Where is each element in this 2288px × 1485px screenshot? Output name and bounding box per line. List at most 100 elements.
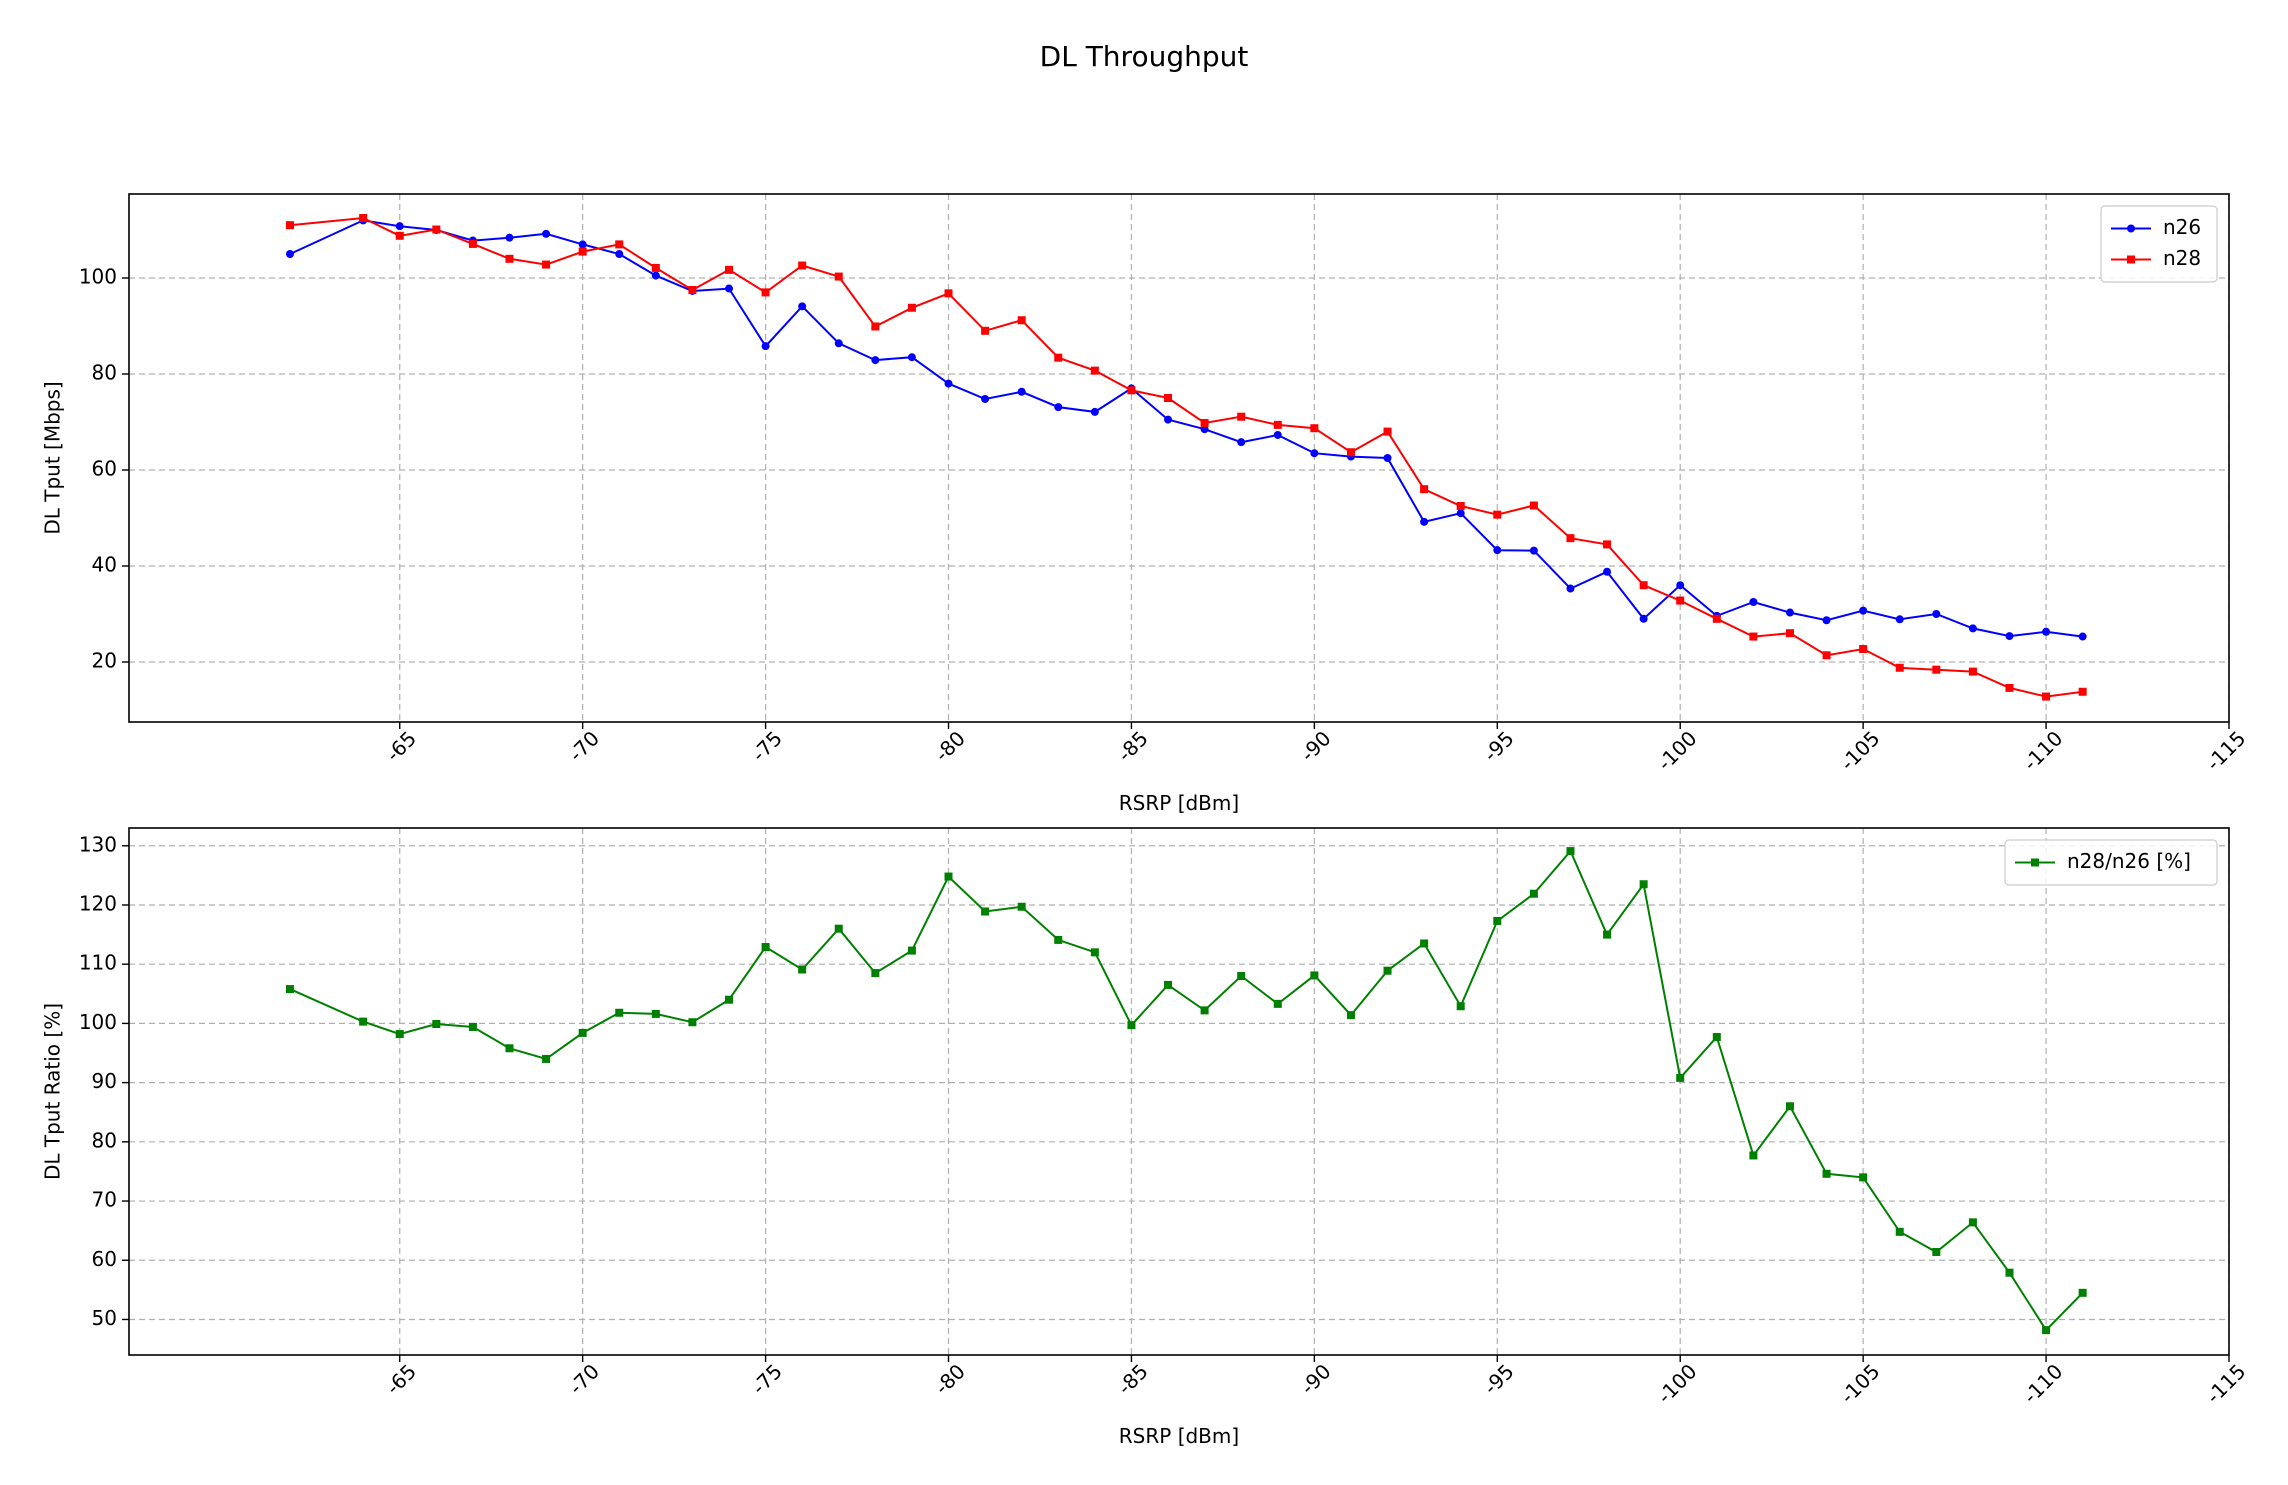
data-point — [798, 965, 807, 974]
legend-marker — [2127, 255, 2135, 264]
data-point — [2078, 632, 2087, 641]
data-point — [1895, 1227, 1904, 1236]
data-point — [1785, 629, 1794, 638]
data-point — [871, 322, 880, 331]
data-point — [1017, 902, 1026, 911]
data-point — [578, 1028, 587, 1037]
data-point — [615, 1008, 624, 1017]
legend-label: n28 — [2163, 246, 2201, 270]
data-point — [1785, 608, 1794, 617]
data-point — [1968, 1218, 1977, 1227]
data-point — [1859, 606, 1868, 615]
data-point — [725, 265, 733, 274]
data-point — [761, 288, 770, 297]
data-point — [1712, 1033, 1721, 1042]
data-point — [1054, 403, 1063, 412]
data-point — [1127, 1021, 1136, 1030]
data-point — [1895, 615, 1904, 624]
data-point — [1017, 316, 1026, 325]
data-point — [944, 872, 953, 881]
data-point — [1420, 939, 1429, 948]
data-point — [1895, 663, 1904, 672]
data-point — [1639, 880, 1648, 889]
y-tick-label: 110 — [79, 951, 117, 975]
data-point — [359, 214, 368, 222]
data-point — [1420, 485, 1429, 494]
data-point — [505, 254, 514, 263]
data-point — [1054, 935, 1063, 944]
data-point — [944, 289, 953, 298]
data-point — [1200, 1006, 1209, 1015]
data-point — [1749, 632, 1758, 641]
data-point — [1639, 581, 1648, 590]
legend-box — [2004, 839, 2218, 886]
y-tick-label: 130 — [79, 832, 117, 856]
y-tick-label: 50 — [92, 1306, 117, 1330]
data-point — [651, 1009, 660, 1018]
data-point — [1968, 624, 1977, 633]
y-tick-label: 20 — [92, 649, 117, 673]
data-point — [1676, 1073, 1685, 1082]
data-point — [285, 985, 294, 994]
data-point — [615, 240, 624, 249]
data-point — [1237, 438, 1246, 447]
data-point — [1164, 415, 1173, 424]
data-point — [432, 1019, 441, 1028]
data-point — [505, 1044, 514, 1053]
y-tick-label: 40 — [92, 553, 117, 577]
data-point — [761, 943, 770, 952]
data-point — [1090, 948, 1099, 957]
data-point — [2042, 692, 2051, 701]
data-point — [1603, 930, 1612, 939]
data-point — [871, 969, 880, 978]
data-point — [578, 240, 587, 249]
y-tick-label: 60 — [92, 457, 117, 481]
data-point — [1273, 420, 1282, 429]
data-point — [542, 260, 551, 269]
y-axis-label: DL Tput [Mbps] — [41, 381, 65, 534]
data-point — [1822, 1169, 1831, 1178]
data-point — [688, 1018, 697, 1027]
data-point — [1529, 501, 1538, 510]
data-point — [1749, 1151, 1758, 1160]
data-point — [359, 1017, 368, 1026]
data-point — [834, 339, 843, 348]
data-point — [981, 394, 990, 403]
data-point — [395, 222, 404, 231]
data-point — [542, 1054, 551, 1063]
data-point — [1676, 581, 1685, 590]
data-point — [1529, 889, 1538, 898]
data-point — [1968, 667, 1977, 676]
data-point — [1127, 386, 1136, 395]
data-point — [1566, 847, 1575, 856]
data-point — [1822, 651, 1831, 660]
data-point — [2042, 627, 2051, 636]
data-point — [578, 247, 587, 256]
data-point — [1859, 1173, 1868, 1182]
data-point — [1273, 999, 1282, 1008]
data-point — [981, 326, 990, 335]
legend-marker — [2127, 224, 2135, 233]
data-point — [1676, 596, 1685, 605]
data-point — [1346, 1011, 1355, 1020]
data-point — [1237, 412, 1246, 421]
data-point — [1493, 916, 1502, 925]
data-point — [2005, 632, 2014, 641]
data-point — [725, 995, 733, 1004]
data-point — [907, 946, 916, 955]
legend-label: n28/n26 [%] — [2067, 849, 2191, 873]
data-point — [1090, 366, 1099, 375]
data-point — [1566, 584, 1575, 593]
data-point — [1456, 502, 1465, 510]
y-tick-label: 90 — [92, 1069, 117, 1093]
data-point — [1310, 971, 1319, 980]
data-point — [1932, 665, 1941, 674]
data-point — [1859, 645, 1868, 654]
data-point — [981, 907, 990, 916]
data-point — [761, 342, 770, 351]
data-point — [1712, 614, 1721, 623]
y-tick-label: 100 — [79, 265, 117, 289]
data-point — [1054, 353, 1063, 362]
